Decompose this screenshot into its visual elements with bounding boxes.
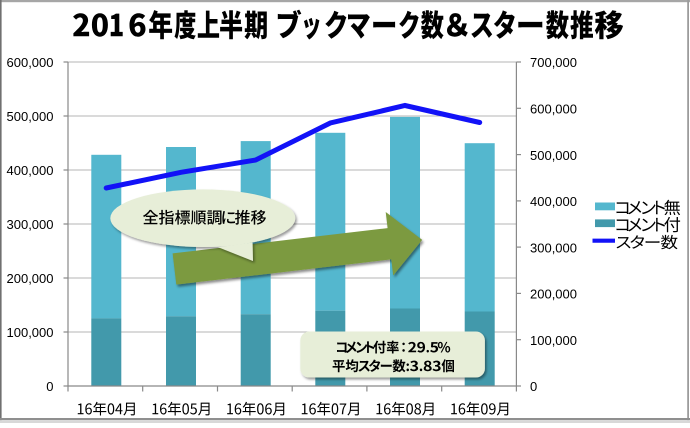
svg-text:300,000: 300,000: [530, 240, 577, 255]
svg-text:700,000: 700,000: [530, 55, 577, 70]
svg-text:400,000: 400,000: [7, 163, 54, 178]
svg-text:100,000: 100,000: [7, 325, 54, 340]
svg-text:200,000: 200,000: [7, 271, 54, 286]
svg-text:600,000: 600,000: [7, 55, 54, 70]
svg-text:100,000: 100,000: [530, 333, 577, 348]
svg-text:0: 0: [530, 379, 537, 394]
svg-text:500,000: 500,000: [7, 109, 54, 124]
svg-text:500,000: 500,000: [530, 148, 577, 163]
svg-text:600,000: 600,000: [530, 102, 577, 117]
svg-text:300,000: 300,000: [7, 217, 54, 232]
svg-text:200,000: 200,000: [530, 287, 577, 302]
svg-text:400,000: 400,000: [530, 194, 577, 209]
svg-text:0: 0: [46, 379, 53, 394]
